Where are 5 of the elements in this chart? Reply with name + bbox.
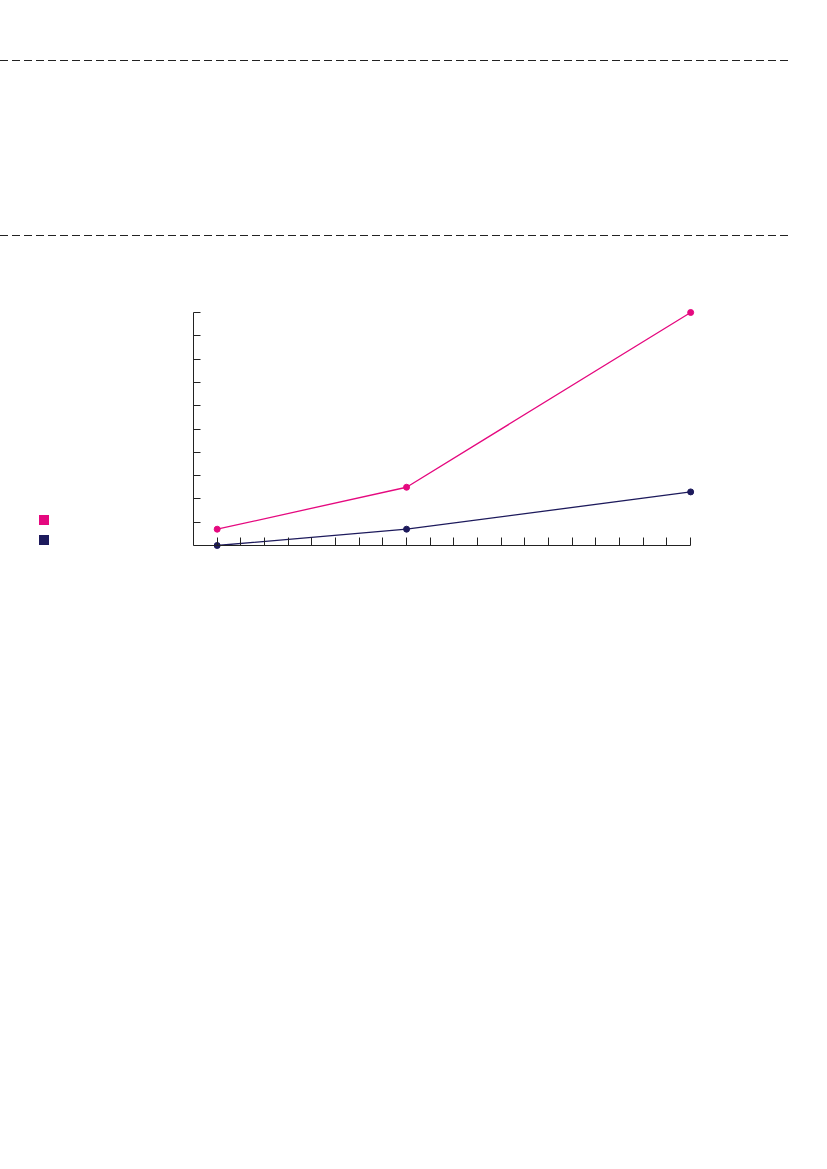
point: [403, 483, 411, 491]
point: [687, 309, 695, 316]
point: [403, 525, 411, 533]
point: [687, 488, 695, 496]
point: [213, 525, 221, 533]
